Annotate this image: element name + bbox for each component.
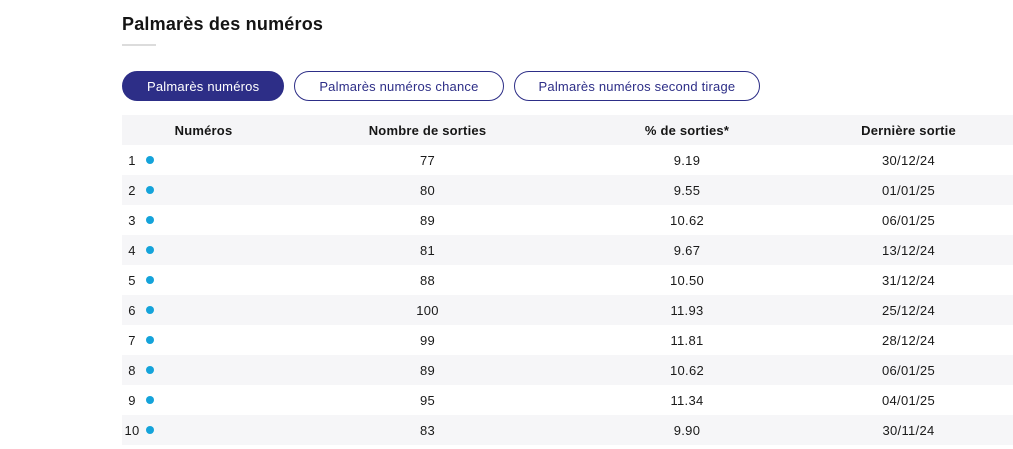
numero-value: 4 <box>128 242 136 258</box>
cell-nombre-de-sorties: 88 <box>419 272 436 288</box>
cell-numero: 9 <box>122 385 285 415</box>
ball-dot-icon <box>146 396 154 404</box>
cell-derniere-sortie: 01/01/25 <box>881 182 935 198</box>
table-row: 9 95 11.34 04/01/25 <box>122 385 1013 415</box>
cell-numero: 7 <box>122 325 285 355</box>
cell-numero: 6 <box>122 295 285 325</box>
ball-dot-icon <box>146 336 154 344</box>
cell-numero: 8 <box>122 355 285 385</box>
cell-pct-de-sorties: 10.62 <box>669 212 705 228</box>
ball-dot-icon <box>146 156 154 164</box>
cell-pct-de-sorties: 9.90 <box>673 422 701 438</box>
page-title: Palmarès des numéros <box>122 14 324 34</box>
cell-numero: 3 <box>122 205 285 235</box>
cell-pct-de-sorties: 9.19 <box>673 152 701 168</box>
numero-value: 1 <box>128 152 136 168</box>
table-row: 6 100 11.93 25/12/24 <box>122 295 1013 325</box>
cell-pct-de-sorties: 11.34 <box>670 392 704 408</box>
tab-palmares-numeros-chance[interactable]: Palmarès numéros chance <box>294 71 504 101</box>
cell-nombre-de-sorties: 77 <box>419 152 436 168</box>
cell-pct-de-sorties: 10.62 <box>669 362 705 378</box>
column-header-numeros: Numéros <box>122 115 285 145</box>
cell-nombre-de-sorties: 81 <box>419 242 436 258</box>
cell-pct-de-sorties: 11.81 <box>670 332 704 348</box>
cell-derniere-sortie: 13/12/24 <box>881 242 935 258</box>
cell-numero: 4 <box>122 235 285 265</box>
palmares-tab-bar: Palmarès numéros Palmarès numéros chance… <box>122 71 1013 101</box>
table-row: 5 88 10.50 31/12/24 <box>122 265 1013 295</box>
tab-palmares-numeros[interactable]: Palmarès numéros <box>122 71 285 101</box>
cell-pct-de-sorties: 10.50 <box>669 272 705 288</box>
cell-numero: 10 <box>122 415 285 445</box>
numero-value: 9 <box>128 392 136 408</box>
table-body: 1 77 9.19 30/12/24 2 80 9.55 01/01/25 3 … <box>122 145 1013 445</box>
numero-value: 2 <box>128 182 136 198</box>
numero-value: 10 <box>124 422 140 438</box>
column-header-nombre-de-sorties: Nombre de sorties <box>285 115 570 145</box>
table-row: 7 99 11.81 28/12/24 <box>122 325 1013 355</box>
cell-nombre-de-sorties: 83 <box>419 422 436 438</box>
cell-numero: 1 <box>122 145 285 175</box>
cell-nombre-de-sorties: 89 <box>419 212 436 228</box>
column-header-derniere-sortie: Dernière sortie <box>804 115 1013 145</box>
table-header: Numéros Nombre de sorties % de sorties* … <box>122 115 1013 145</box>
table-row: 8 89 10.62 06/01/25 <box>122 355 1013 385</box>
cell-derniere-sortie: 30/11/24 <box>882 422 935 438</box>
cell-nombre-de-sorties: 89 <box>419 362 436 378</box>
column-header-pct-de-sorties: % de sorties* <box>570 115 804 145</box>
tab-palmares-numeros-second-tirage[interactable]: Palmarès numéros second tirage <box>513 71 761 101</box>
title-underline-rule <box>122 44 156 46</box>
table-row: 10 83 9.90 30/11/24 <box>122 415 1013 445</box>
ball-dot-icon <box>146 426 154 434</box>
cell-derniere-sortie: 28/12/24 <box>881 332 935 348</box>
ball-dot-icon <box>146 216 154 224</box>
ball-dot-icon <box>146 186 154 194</box>
cell-nombre-de-sorties: 80 <box>419 182 436 198</box>
table-row: 1 77 9.19 30/12/24 <box>122 145 1013 175</box>
numero-value: 8 <box>128 362 136 378</box>
ball-dot-icon <box>146 366 154 374</box>
cell-numero: 5 <box>122 265 285 295</box>
cell-derniere-sortie: 04/01/25 <box>881 392 935 408</box>
cell-derniere-sortie: 06/01/25 <box>881 212 935 228</box>
cell-nombre-de-sorties: 99 <box>419 332 436 348</box>
table-row: 4 81 9.67 13/12/24 <box>122 235 1013 265</box>
ball-dot-icon <box>146 246 154 254</box>
palmares-table: Numéros Nombre de sorties % de sorties* … <box>122 115 1013 445</box>
cell-pct-de-sorties: 9.67 <box>673 242 701 258</box>
cell-derniere-sortie: 30/12/24 <box>881 152 935 168</box>
numero-value: 5 <box>128 272 136 288</box>
cell-pct-de-sorties: 9.55 <box>673 182 701 198</box>
numero-value: 6 <box>128 302 136 318</box>
cell-derniere-sortie: 06/01/25 <box>881 362 935 378</box>
numero-value: 3 <box>128 212 136 228</box>
table-row: 3 89 10.62 06/01/25 <box>122 205 1013 235</box>
cell-derniere-sortie: 31/12/24 <box>881 272 935 288</box>
cell-nombre-de-sorties: 100 <box>416 302 439 318</box>
palmares-section: Palmarès des numéros Palmarès numéros Pa… <box>122 0 1013 445</box>
ball-dot-icon <box>146 306 154 314</box>
cell-pct-de-sorties: 11.93 <box>670 302 704 318</box>
table-row: 2 80 9.55 01/01/25 <box>122 175 1013 205</box>
cell-derniere-sortie: 25/12/24 <box>881 302 935 318</box>
cell-nombre-de-sorties: 95 <box>419 392 436 408</box>
numero-value: 7 <box>128 332 136 348</box>
ball-dot-icon <box>146 276 154 284</box>
cell-numero: 2 <box>122 175 285 205</box>
